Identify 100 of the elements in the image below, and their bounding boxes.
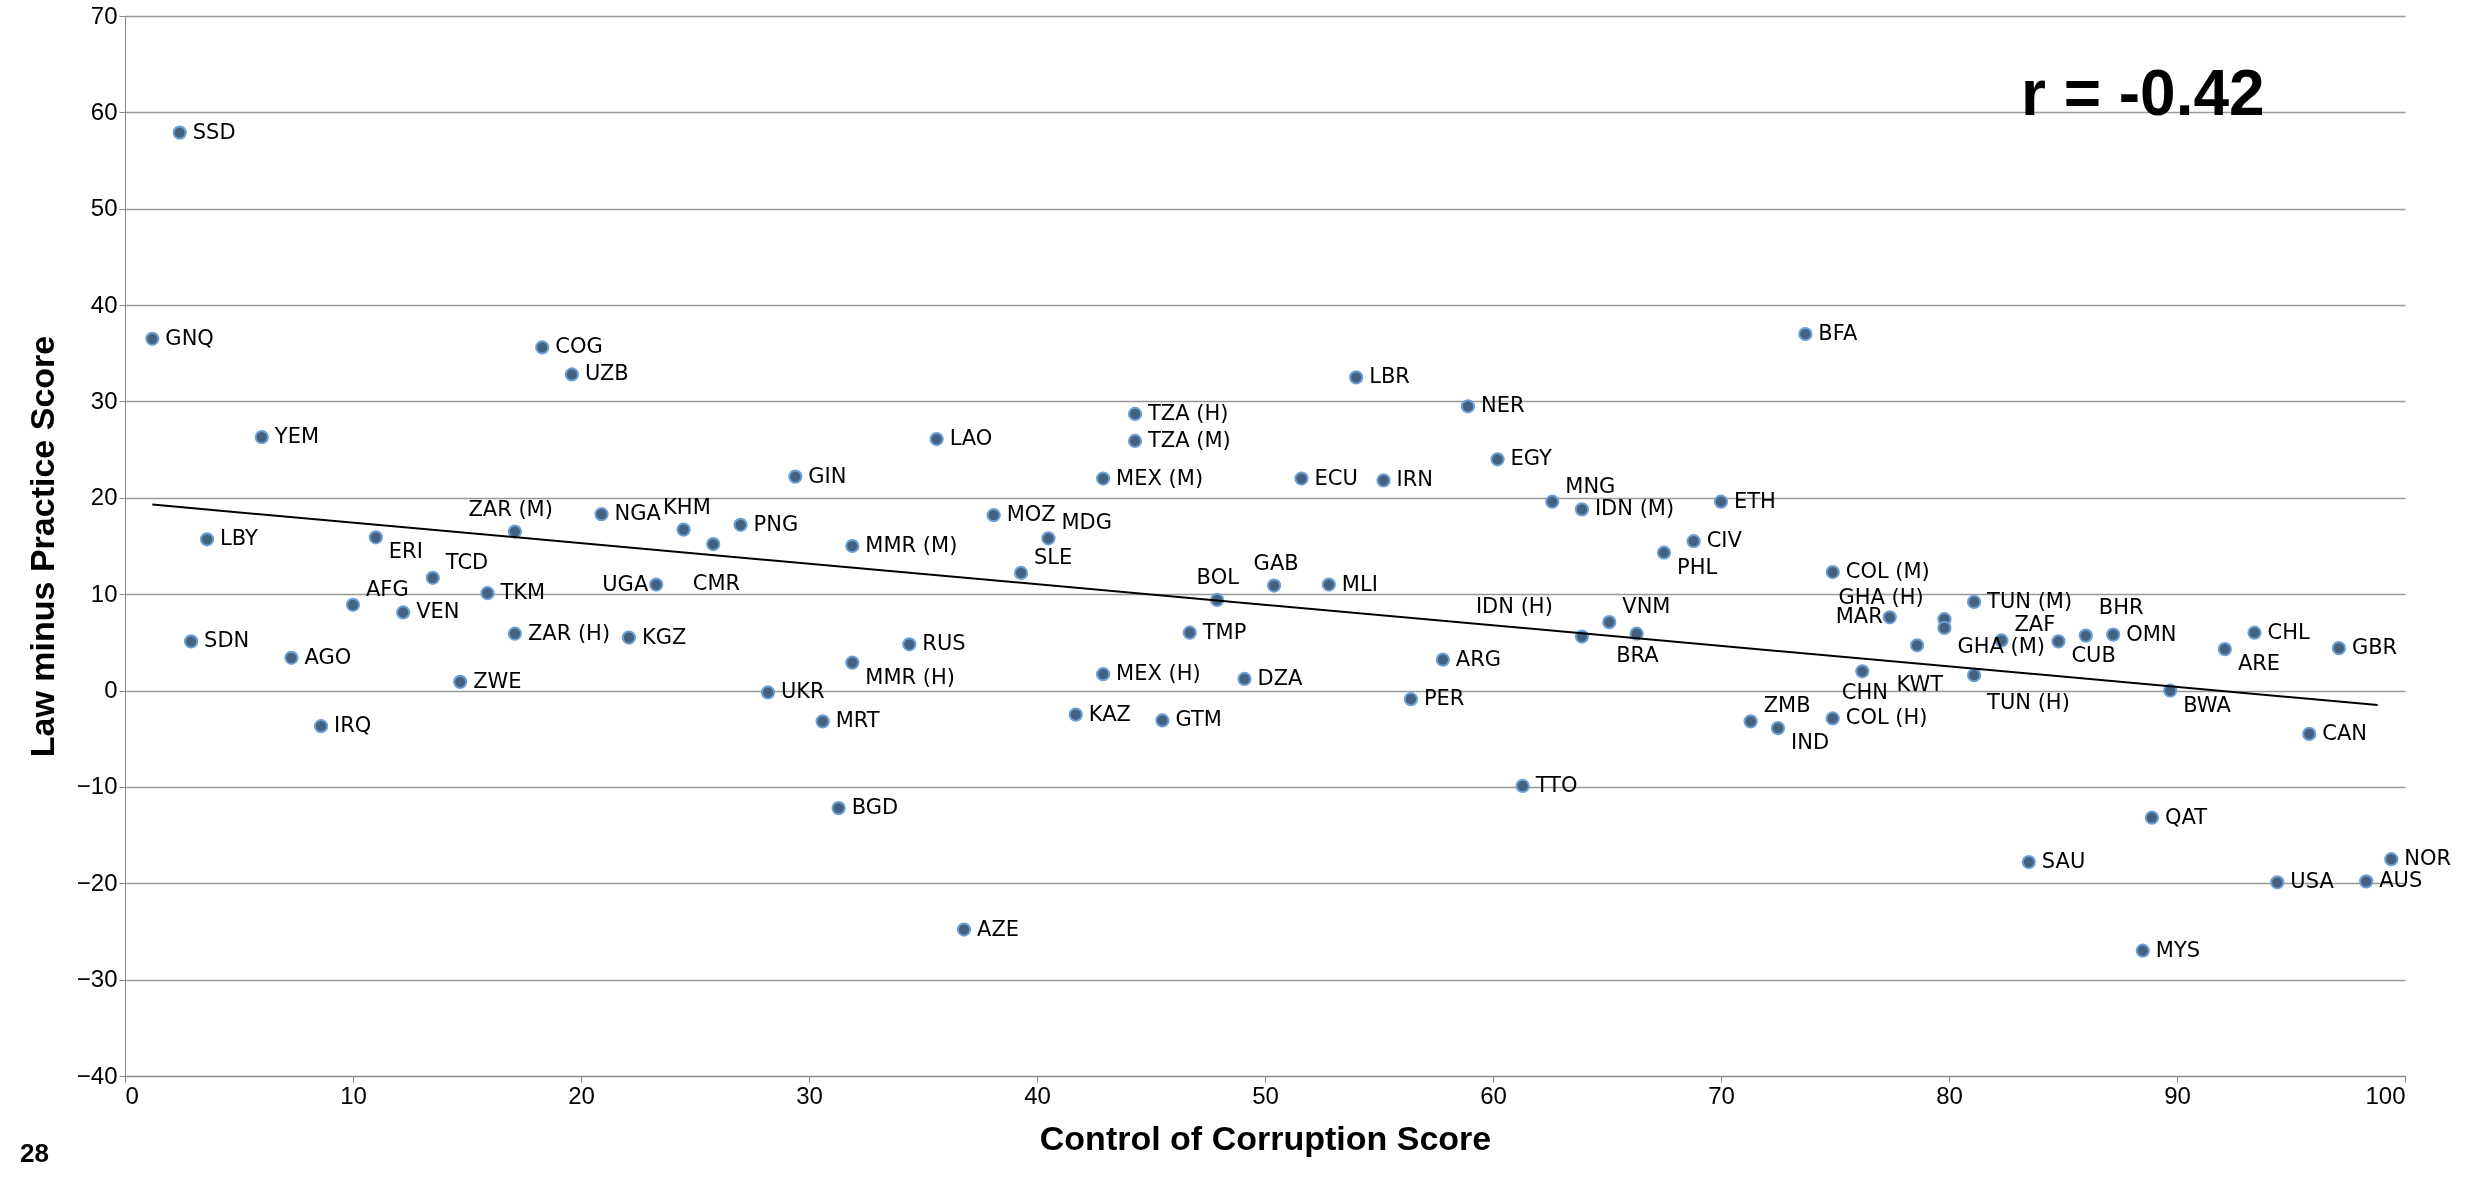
data-label: RUS (922, 631, 966, 656)
data-label: IND (1791, 730, 1830, 755)
data-label: MMR (H) (865, 664, 956, 689)
data-label: CAN (2322, 720, 2367, 745)
data-label: BFA (1818, 321, 1858, 345)
data-label: EGY (1510, 446, 1553, 471)
data-label: TCD (444, 549, 489, 574)
data-label: MOZ (1006, 502, 1056, 527)
data-label: GHA (M) (1957, 634, 2046, 659)
data-label: MRT (835, 708, 880, 733)
data-label: MYS (2155, 937, 2201, 962)
data-label: MAR (1835, 604, 1883, 629)
y-tick-label: 0 (104, 676, 118, 704)
data-label: ARG (1455, 646, 1502, 671)
data-label: SSD (192, 119, 236, 144)
data-label: QAT (2164, 804, 2208, 829)
x-tick-label: 100 (2365, 1081, 2406, 1109)
data-label: KWT (1896, 672, 1944, 697)
data-label: IDN (H) (1475, 593, 1553, 618)
data-label: ARE (2237, 651, 2281, 676)
data-label: LAO (949, 426, 993, 451)
data-label: OMN (2126, 621, 2177, 646)
data-label: TUN (M) (1986, 588, 2073, 613)
data-label: MMR (M) (865, 533, 958, 557)
y-tick-label: 40 (90, 290, 118, 318)
text: 28 (20, 1138, 49, 1168)
x-tick-label: 70 (1708, 1081, 1735, 1109)
data-label: COL (H) (1845, 705, 1928, 730)
data-label: USA (2290, 869, 2335, 894)
y-tick-label: 60 (90, 97, 118, 125)
y-tick-label: 10 (90, 579, 118, 607)
data-label: IRQ (334, 713, 372, 738)
y-tick-label: −30 (76, 965, 118, 993)
data-label: CHN (1841, 680, 1889, 705)
data-label: ZAF (2014, 612, 2056, 637)
data-label: IDN (M) (1594, 496, 1675, 521)
data-label: KHM (663, 494, 711, 519)
data-label: PNG (753, 511, 799, 536)
y-tick-label: 70 (90, 1, 118, 29)
data-label: MEX (H) (1116, 661, 1201, 686)
data-label: AFG (366, 576, 409, 601)
x-tick-label: 50 (1252, 1081, 1279, 1109)
data-label: BGD (851, 795, 899, 820)
data-label: CMR (692, 571, 741, 596)
y-tick-label: 30 (90, 386, 118, 414)
data-label: ECU (1314, 465, 1358, 490)
data-label: TKM (499, 580, 546, 605)
y-tick-label: −20 (76, 868, 118, 896)
data-label: DZA (1257, 665, 1304, 690)
data-label: COG (555, 334, 603, 359)
y-tick-label: −10 (76, 772, 118, 800)
data-label: GNQ (165, 325, 214, 350)
data-label: PHL (1677, 554, 1718, 579)
x-tick-label: 60 (1480, 1081, 1507, 1109)
data-label: AGO (304, 644, 352, 669)
data-label: TZA (H) (1147, 400, 1229, 425)
data-label: BWA (2183, 692, 2232, 717)
data-label: COL (M) (1845, 559, 1930, 584)
y-tick-label: 20 (90, 483, 118, 511)
data-label: CHL (2267, 619, 2310, 644)
data-label: UZB (584, 361, 629, 386)
data-label: NOR (2404, 846, 2452, 871)
x-tick-label: 20 (568, 1081, 595, 1109)
y-axis-title: Law minus Practice Score (22, 335, 61, 758)
data-label: YEM (273, 424, 320, 449)
data-label: BHR (2098, 594, 2144, 619)
data-label: AUS (2379, 868, 2423, 893)
data-label: CUB (2071, 643, 2116, 668)
data-label: KGZ (641, 624, 687, 649)
data-label: UGA (602, 571, 649, 596)
data-label: GTM (1175, 707, 1222, 732)
data-label: CIV (1706, 528, 1743, 553)
data-label: ZAR (M) (468, 496, 553, 521)
data-label: KAZ (1088, 701, 1131, 726)
data-label: TZA (M) (1147, 427, 1231, 452)
data-label: TUN (H) (1986, 690, 2070, 715)
x-axis-title: Control of Corruption Score (1039, 1118, 1492, 1157)
data-label: MDG (1061, 510, 1112, 535)
data-label: TMP (1201, 619, 1247, 644)
data-label: PER (1423, 686, 1465, 711)
y-tick-label: 50 (90, 194, 118, 222)
x-tick-label: 80 (1936, 1081, 1963, 1109)
data-label: LBR (1369, 364, 1410, 389)
data-label: ERI (388, 539, 423, 564)
data-label: BRA (1616, 642, 1660, 667)
data-label: MLI (1341, 571, 1378, 596)
data-label: MEX (M) (1116, 465, 1204, 490)
data-label: BOL (1196, 564, 1240, 589)
data-label: ZAR (H) (527, 620, 611, 645)
data-label: ZMB (1763, 693, 1811, 718)
data-label: SLE (1034, 544, 1073, 569)
data-label: ETH (1734, 488, 1776, 513)
annotation: r = -0.42 (2020, 57, 2265, 129)
data-label: SAU (2041, 849, 2086, 874)
data-label: UKR (780, 679, 825, 704)
data-label: AZE (977, 916, 1020, 941)
data-label: GIN (808, 463, 847, 488)
x-tick-label: 30 (796, 1081, 823, 1109)
data-label: VEN (416, 599, 460, 624)
data-label: TTO (1534, 772, 1578, 797)
